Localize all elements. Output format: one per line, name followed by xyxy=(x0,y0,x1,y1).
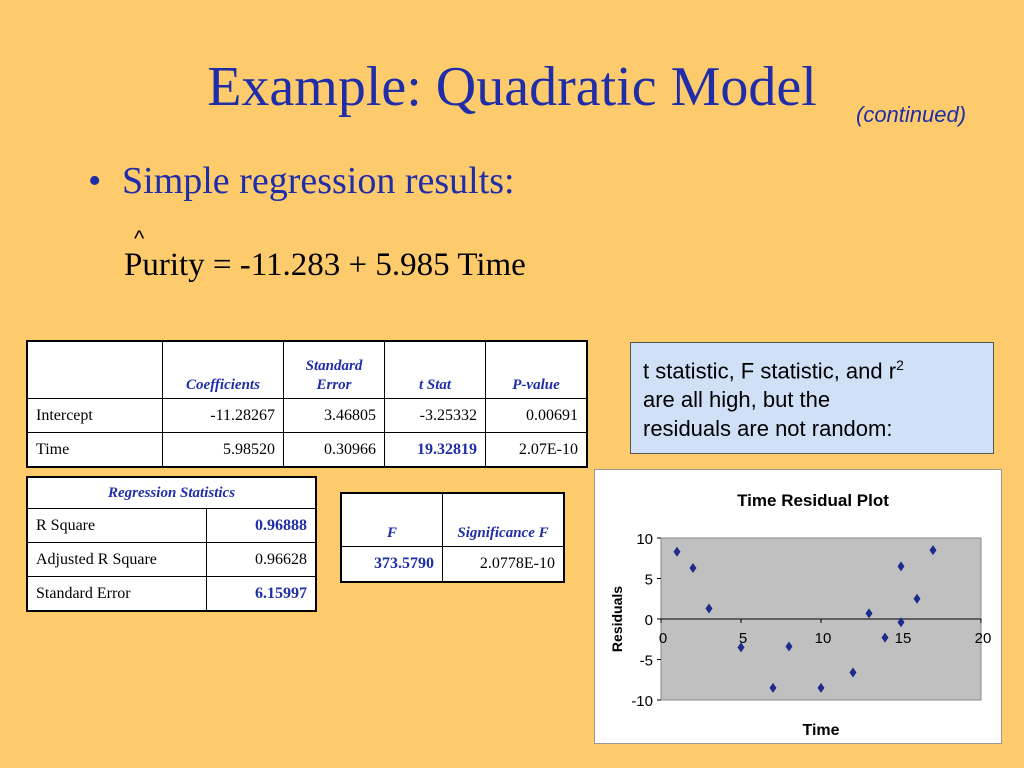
table-cell-highlight: 0.96888 xyxy=(206,508,317,543)
callout-line-1: t statistic, F statistic, and r xyxy=(643,358,897,384)
data-point xyxy=(913,593,921,604)
table-header-cell: Significance F xyxy=(442,492,565,547)
table-cell: 2.0778E-10 xyxy=(442,546,565,583)
table-row: Standard Error 6.15997 xyxy=(26,576,317,612)
x-tick-label: 15 xyxy=(895,630,912,647)
title-continued-note: (continued) xyxy=(856,102,967,127)
y-tick-label: 0 xyxy=(645,612,653,629)
table-cell: 0.00691 xyxy=(485,398,588,433)
table-row: Intercept -11.28267 3.46805 -3.25332 0.0… xyxy=(26,398,588,433)
table-header-cell xyxy=(26,340,163,399)
table-cell-highlight: 19.32819 xyxy=(384,432,486,468)
data-point xyxy=(785,641,793,652)
data-point xyxy=(849,667,857,678)
table-header-cell: t Stat xyxy=(384,340,486,399)
y-tick-label: 5 xyxy=(645,572,653,589)
y-tick-label: -10 xyxy=(631,693,653,710)
table-cell-highlight: 6.15997 xyxy=(206,576,317,612)
table-cell: 3.46805 xyxy=(283,398,385,433)
bullet-marker: • xyxy=(88,160,102,202)
table-cell: R Square xyxy=(26,508,207,543)
data-point xyxy=(689,562,697,573)
data-point xyxy=(881,632,889,643)
table-cell: Standard Error xyxy=(26,576,207,612)
table-row: 373.5790 2.0778E-10 xyxy=(340,546,565,583)
table-row: Adjusted R Square 0.96628 xyxy=(26,542,317,577)
y-tick-label: 10 xyxy=(636,531,653,548)
table-header-row: F Significance F xyxy=(340,492,565,547)
chart-title: Time Residual Plot xyxy=(737,491,889,510)
table-header-cell: Standard Error xyxy=(283,340,385,399)
table-row: Time 5.98520 0.30966 19.32819 2.07E-10 xyxy=(26,432,588,468)
coefficients-table: Coefficients Standard Error t Stat P-val… xyxy=(26,340,588,468)
note-callout: t statistic, F statistic, and r2 are all… xyxy=(630,342,994,454)
x-axis-label: Time xyxy=(802,722,839,739)
bullet-point: • Simple regression results: xyxy=(88,158,515,204)
callout-line-3: residuals are not random: xyxy=(643,416,893,442)
f-statistic-table: F Significance F 373.5790 2.0778E-10 xyxy=(340,492,565,583)
table-cell: Adjusted R Square xyxy=(26,542,207,577)
hat-symbol: ^ xyxy=(134,226,145,251)
data-point xyxy=(737,642,745,653)
table-cell: 5.98520 xyxy=(162,432,284,468)
table-cell: 2.07E-10 xyxy=(485,432,588,468)
table-header-cell: P-value xyxy=(485,340,588,399)
data-point xyxy=(817,682,825,693)
x-tick-label: 10 xyxy=(815,630,832,647)
data-point xyxy=(897,617,905,628)
slide-title: Example: Quadratic Model xyxy=(207,56,817,118)
data-point xyxy=(929,545,937,556)
table-row: R Square 0.96888 xyxy=(26,508,317,543)
regression-equation: Purity = -11.283 + 5.985 Time xyxy=(124,247,526,283)
data-point xyxy=(673,546,681,557)
table-header-row: Regression Statistics xyxy=(26,476,317,509)
bullet-text: Simple regression results: xyxy=(122,160,515,202)
data-point xyxy=(769,682,777,693)
callout-superscript: 2 xyxy=(896,357,904,373)
table-header-cell: Coefficients xyxy=(162,340,284,399)
table-cell: Intercept xyxy=(26,398,163,433)
table-cell: -11.28267 xyxy=(162,398,284,433)
table-cell: 0.96628 xyxy=(206,542,317,577)
data-point xyxy=(897,561,905,572)
data-point xyxy=(705,603,713,614)
x-tick-label: 20 xyxy=(975,630,992,647)
residual-plot: Time Residual Plot Residuals Time 10 5 0 -5 -10… xyxy=(594,469,1002,744)
table-cell: -3.25332 xyxy=(384,398,486,433)
callout-line-2: are all high, but the xyxy=(643,387,831,413)
data-point xyxy=(865,608,873,619)
y-axis-label: Residuals xyxy=(609,586,625,652)
table-header-row: Coefficients Standard Error t Stat P-val… xyxy=(26,340,588,399)
residual-plot-svg: Time Residual Plot Residuals Time 10 5 0 -5 -10… xyxy=(609,491,992,739)
y-tick-label: -5 xyxy=(640,653,653,670)
table-header-cell: F xyxy=(340,492,443,547)
table-cell: 0.30966 xyxy=(283,432,385,468)
regression-statistics-table: Regression Statistics R Square 0.96888 A… xyxy=(26,476,317,612)
table-cell: Time xyxy=(26,432,163,468)
x-tick-label: 5 xyxy=(739,630,747,647)
x-tick-label: 0 xyxy=(659,630,667,647)
table-cell-highlight: 373.5790 xyxy=(340,546,443,583)
table-header-cell: Regression Statistics xyxy=(26,476,317,509)
